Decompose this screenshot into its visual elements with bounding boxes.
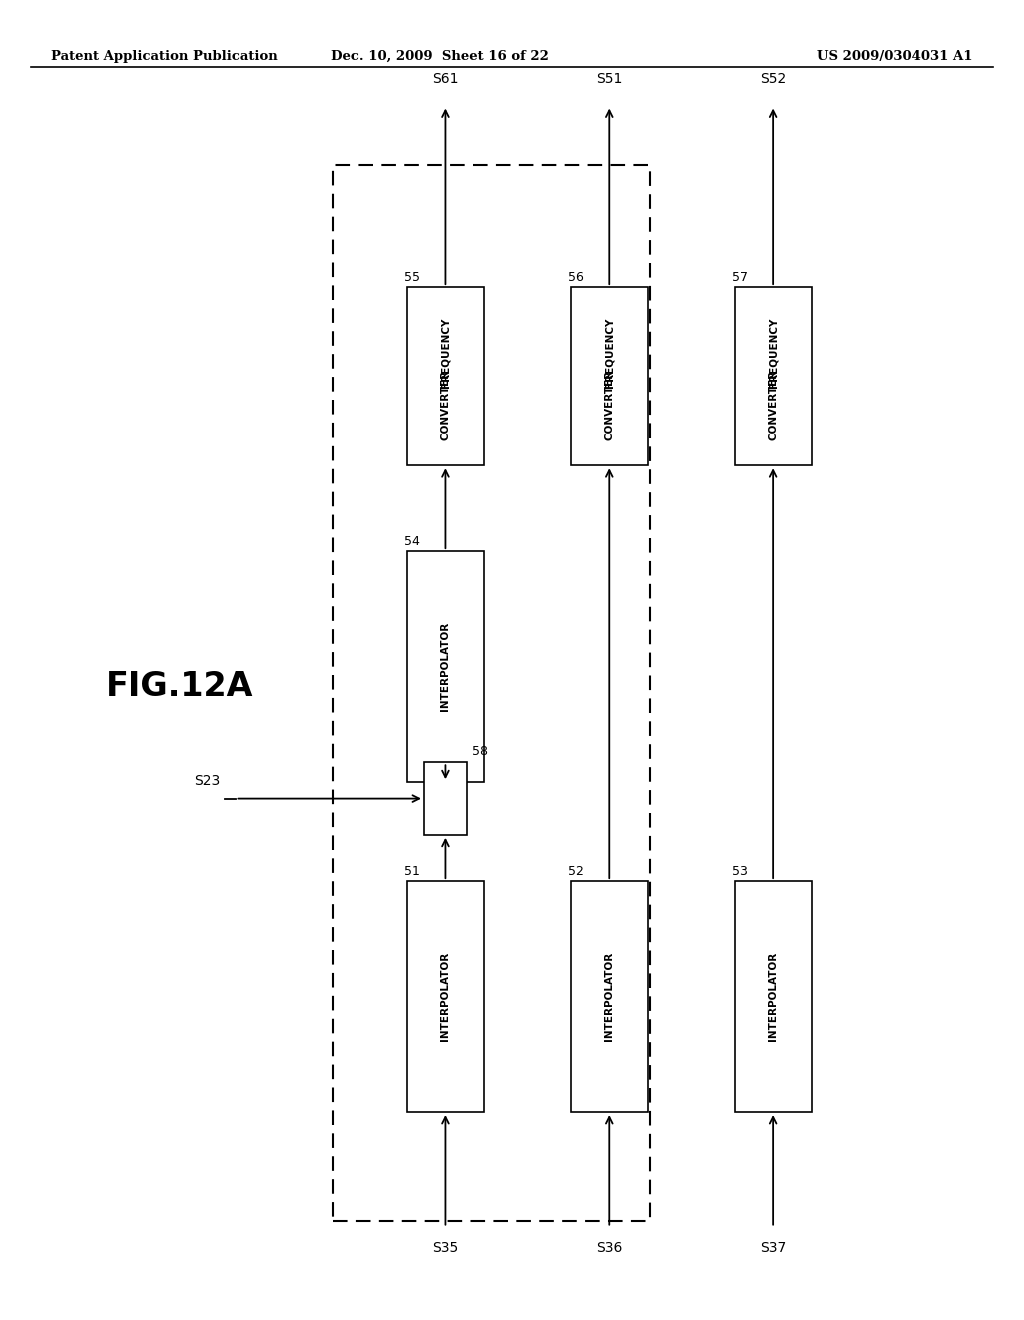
Text: 57: 57: [731, 272, 748, 285]
Text: Patent Application Publication: Patent Application Publication: [51, 50, 278, 63]
Text: FREQUENCY: FREQUENCY: [768, 317, 778, 388]
Text: FREQUENCY: FREQUENCY: [440, 317, 451, 388]
Text: 54: 54: [403, 536, 420, 549]
Text: CONVERTER: CONVERTER: [604, 370, 614, 441]
Text: S51: S51: [596, 71, 623, 86]
Text: 52: 52: [567, 866, 584, 879]
Bar: [408, 882, 484, 1111]
Text: S23: S23: [194, 774, 220, 788]
Text: S36: S36: [596, 1241, 623, 1255]
Text: 51: 51: [403, 866, 420, 879]
Bar: [571, 288, 647, 466]
Text: FREQUENCY: FREQUENCY: [604, 317, 614, 388]
Text: 58: 58: [472, 746, 488, 758]
Text: 55: 55: [403, 272, 420, 285]
Text: S37: S37: [760, 1241, 786, 1255]
Text: INTERPOLATOR: INTERPOLATOR: [768, 952, 778, 1041]
Text: 56: 56: [567, 272, 584, 285]
Text: S35: S35: [432, 1241, 459, 1255]
Text: INTERPOLATOR: INTERPOLATOR: [440, 952, 451, 1041]
Text: FIG.12A: FIG.12A: [105, 671, 253, 702]
Text: INTERPOLATOR: INTERPOLATOR: [440, 622, 451, 711]
Text: US 2009/0304031 A1: US 2009/0304031 A1: [817, 50, 973, 63]
Text: S61: S61: [432, 71, 459, 86]
Text: CONVERTER: CONVERTER: [440, 370, 451, 441]
Text: CONVERTER: CONVERTER: [768, 370, 778, 441]
Text: Dec. 10, 2009  Sheet 16 of 22: Dec. 10, 2009 Sheet 16 of 22: [332, 50, 549, 63]
Text: INTERPOLATOR: INTERPOLATOR: [604, 952, 614, 1041]
Bar: [571, 882, 647, 1111]
Bar: [408, 288, 484, 466]
Bar: [408, 552, 484, 781]
Text: 53: 53: [731, 866, 748, 879]
Bar: [735, 288, 811, 466]
Bar: [333, 165, 650, 1221]
Bar: [424, 763, 467, 836]
Text: S52: S52: [760, 71, 786, 86]
Bar: [735, 882, 811, 1111]
